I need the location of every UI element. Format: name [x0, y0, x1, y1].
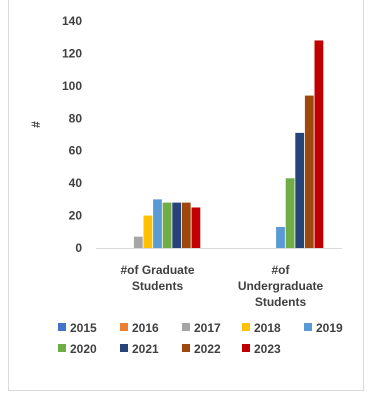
- category-label: #of: [272, 263, 291, 277]
- y-axis-label: #: [29, 121, 43, 128]
- legend-swatch: [182, 344, 190, 352]
- y-tick-label: 120: [62, 46, 82, 60]
- y-tick-label: 0: [75, 241, 82, 255]
- category-label: Students: [132, 279, 184, 293]
- bar-2023: [314, 40, 324, 249]
- bar-2021: [172, 202, 182, 248]
- legend: 2015 2016 2017 2018 2019 2020 2021 2022 2023: [58, 321, 343, 356]
- bar-2019: [276, 226, 285, 248]
- bar-2022: [304, 95, 314, 248]
- y-tick-label: 100: [62, 79, 82, 93]
- legend-swatch: [242, 344, 250, 352]
- legend-swatch: [242, 323, 250, 331]
- category-label: Students: [255, 295, 307, 309]
- legend-swatch: [58, 323, 66, 331]
- legend-swatch: [120, 323, 128, 331]
- bars: [133, 40, 324, 249]
- legend-label: 2018: [254, 321, 281, 335]
- legend-label: 2022: [194, 342, 221, 356]
- bar-2021: [295, 132, 305, 248]
- legend-swatch: [304, 323, 312, 331]
- y-tick-label: 60: [69, 144, 83, 158]
- bar-2018: [143, 215, 153, 248]
- legend-label: 2016: [132, 321, 159, 335]
- legend-swatch: [182, 323, 190, 331]
- category-labels: #of Graduate Students #of Undergraduate Stud…: [120, 263, 323, 309]
- legend-swatch: [58, 344, 66, 352]
- bar-2022: [181, 202, 191, 248]
- y-tick-label: 40: [69, 176, 83, 190]
- legend-label: 2017: [194, 321, 221, 335]
- category-label: Undergraduate: [238, 279, 324, 293]
- legend-swatch: [120, 344, 128, 352]
- bar-2017: [133, 236, 143, 248]
- axes: 0 20 40 60 80 100 120 140 #: [29, 14, 342, 255]
- legend-label: 2023: [254, 342, 281, 356]
- legend-label: 2021: [132, 342, 159, 356]
- y-tick-label: 20: [69, 209, 83, 223]
- legend-label: 2019: [316, 321, 343, 335]
- y-tick-label: 140: [62, 14, 82, 28]
- category-label: #of Graduate: [120, 263, 194, 277]
- legend-label: 2020: [70, 342, 97, 356]
- bar-2020: [285, 178, 295, 248]
- bar-2023: [191, 207, 201, 248]
- bar-2020: [162, 202, 172, 248]
- y-tick-label: 80: [69, 111, 83, 125]
- bar-2019: [153, 199, 162, 248]
- legend-label: 2015: [70, 321, 97, 335]
